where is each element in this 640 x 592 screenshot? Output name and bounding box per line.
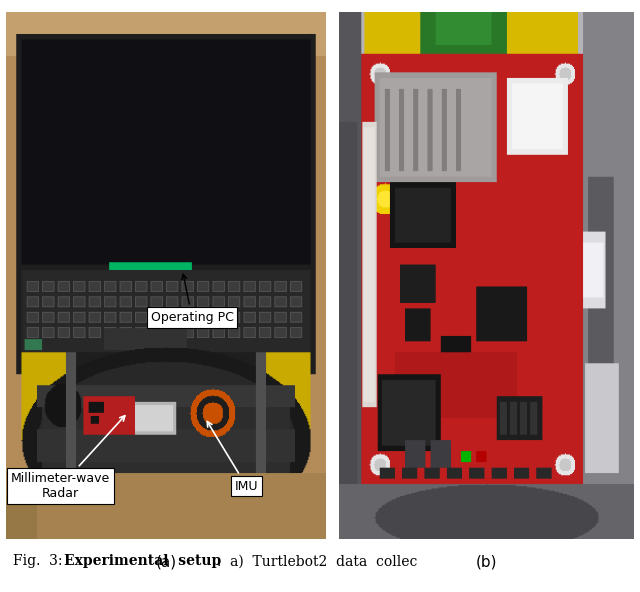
Text: Operating PC: Operating PC <box>150 274 234 324</box>
Text: Fig.  3:: Fig. 3: <box>13 554 67 568</box>
Text: (a): (a) <box>156 555 177 570</box>
Text: Experimental  setup: Experimental setup <box>64 554 221 568</box>
Text: Millimeter-wave
Radar: Millimeter-wave Radar <box>11 416 125 500</box>
Text: .  a)  Turtlebot2  data  collec: . a) Turtlebot2 data collec <box>217 554 417 568</box>
Text: (b): (b) <box>476 555 497 570</box>
Text: IMU: IMU <box>207 422 258 493</box>
